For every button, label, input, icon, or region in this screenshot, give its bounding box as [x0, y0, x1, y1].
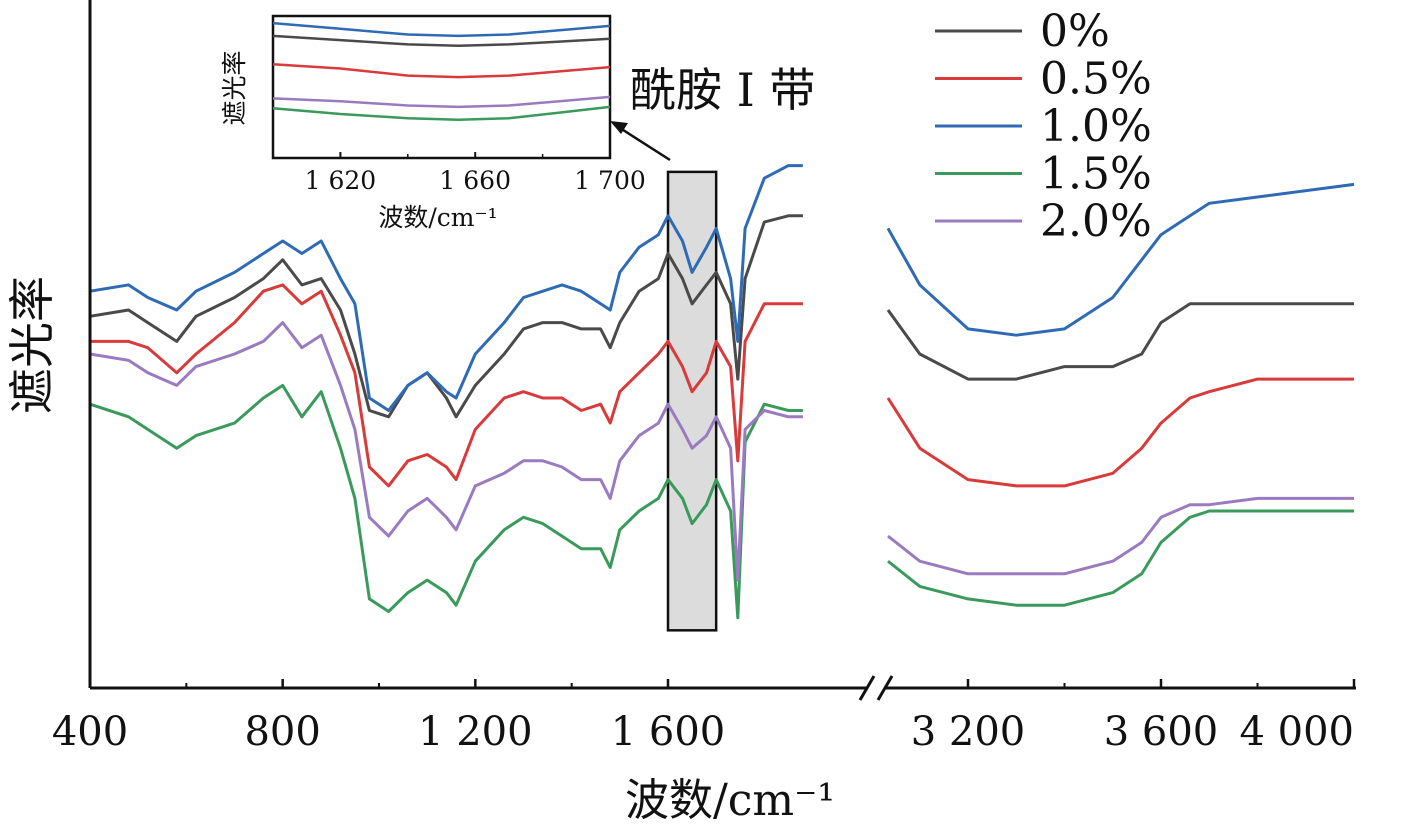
- callout-arrow-line: [619, 126, 671, 162]
- legend-label: 1.5%: [1040, 149, 1152, 200]
- callout-arrow-head: [610, 121, 628, 134]
- axis-break-mark: [876, 675, 894, 701]
- x-tick-label: 3 200: [911, 709, 1026, 755]
- axes-layer: 400 800 1 200 1 600 3 200 3 600 4 000: [52, 0, 1356, 755]
- amide-band-layer: [666, 170, 718, 632]
- x-tick-label: 4 000: [1239, 709, 1354, 755]
- inset-x-tick-label: 1 660: [439, 166, 511, 195]
- x-axis-title: 波数/cm⁻¹: [625, 775, 835, 826]
- series-line-1p0pct: [89, 164, 803, 412]
- legend-label: 0%: [1040, 6, 1110, 57]
- x-tick-label: 3 600: [1104, 709, 1219, 755]
- series-line-0pct-high: [886, 302, 1354, 381]
- legend-label: 0.5%: [1040, 54, 1152, 105]
- legend-label: 1.0%: [1040, 101, 1152, 152]
- axis-break-mark: [858, 675, 876, 701]
- series-line-0pct: [89, 214, 803, 419]
- x-tick-label: 800: [244, 709, 320, 755]
- inset-x-axis-title: 波数/cm⁻¹: [378, 203, 497, 232]
- series-line-0p5pct: [90, 283, 803, 488]
- x-tick-label: 1 600: [611, 709, 726, 755]
- inset-x-tick-label: 1 620: [305, 166, 377, 195]
- inset-series-line-0p5pct: [272, 63, 611, 79]
- series-line-2p0pct: [89, 321, 803, 582]
- series-layer: [89, 164, 1355, 620]
- inset-layer: 1 620 1 660 1 700: [271, 14, 671, 195]
- band-label: 酰胺 I 带: [630, 63, 815, 117]
- series-line-2p0pct-high: [887, 496, 1354, 576]
- series-line-1p5pct: [89, 383, 803, 620]
- y-axis-title: 遮光率: [5, 276, 59, 414]
- inset-series-line-1p0pct: [272, 21, 611, 38]
- legend-label: 2.0%: [1040, 196, 1152, 247]
- series-line-1p5pct-high: [887, 509, 1354, 607]
- legend-layer: 0%0.5%1.0%1.5%2.0%: [935, 6, 1152, 247]
- inset-series-line-1p5pct: [272, 105, 611, 121]
- inset-y-axis-title: 遮光率: [220, 50, 249, 125]
- x-tick-label: 1 200: [418, 709, 533, 755]
- amide-band-rect: [666, 170, 718, 632]
- inset-x-tick-label: 1 700: [574, 166, 646, 195]
- inset-frame: [271, 14, 612, 160]
- series-line-1p0pct-high: [886, 182, 1355, 337]
- series-line-0p5pct-high: [886, 377, 1354, 488]
- inset-series-line-2p0pct: [272, 95, 611, 109]
- x-tick-label: 400: [52, 709, 128, 755]
- inset-series-line-0pct: [272, 34, 611, 48]
